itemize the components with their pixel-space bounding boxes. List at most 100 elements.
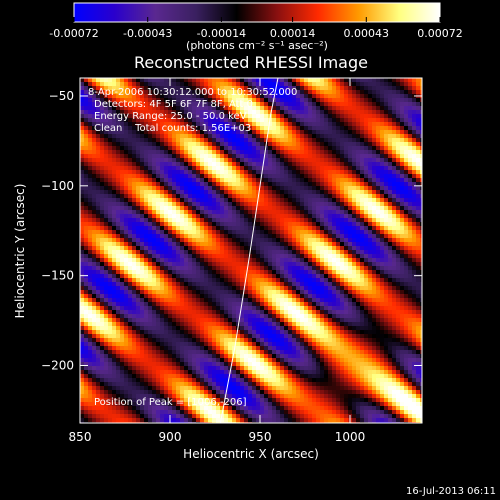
heatmap-cell [176, 194, 181, 199]
heatmap-cell [184, 78, 189, 83]
heatmap-cell [352, 226, 357, 231]
heatmap-cell [320, 306, 325, 311]
heatmap-cell [140, 214, 145, 219]
heatmap-cell [168, 90, 173, 95]
heatmap-cell [408, 98, 413, 103]
heatmap-cell [84, 198, 89, 203]
heatmap-cell [216, 162, 221, 167]
heatmap-cell [236, 294, 241, 299]
heatmap-cell [296, 278, 301, 283]
heatmap-cell [120, 286, 125, 291]
heatmap-cell [284, 150, 289, 155]
heatmap-cell [352, 246, 357, 251]
heatmap-cell [364, 214, 369, 219]
heatmap-cell [84, 122, 89, 127]
heatmap-cell [144, 274, 149, 279]
heatmap-cell [252, 158, 257, 163]
heatmap-cell [152, 174, 157, 179]
heatmap-cell [344, 206, 349, 211]
heatmap-cell [284, 218, 289, 223]
heatmap-cell [176, 166, 181, 171]
heatmap-cell [220, 190, 225, 195]
heatmap-cell [176, 138, 181, 143]
heatmap-cell [220, 138, 225, 143]
heatmap-cell [224, 230, 229, 235]
heatmap-cell [292, 218, 297, 223]
heatmap-cell [276, 234, 281, 239]
heatmap-cell [292, 298, 297, 303]
heatmap-cell [272, 266, 277, 271]
heatmap-cell [104, 162, 109, 167]
heatmap-cell [184, 302, 189, 307]
heatmap-cell [108, 302, 113, 307]
heatmap-cell [280, 198, 285, 203]
heatmap-cell [160, 194, 165, 199]
heatmap-cell [164, 166, 169, 171]
heatmap-cell [356, 258, 361, 263]
heatmap-cell [348, 158, 353, 163]
heatmap-cell [184, 94, 189, 99]
heatmap-cell [116, 162, 121, 167]
heatmap-cell [320, 86, 325, 91]
heatmap-cell [420, 282, 422, 287]
heatmap-cell [292, 106, 297, 111]
heatmap-cell [168, 122, 173, 127]
heatmap-cell [220, 166, 225, 171]
heatmap-cell [124, 238, 129, 243]
heatmap-cell [120, 138, 125, 143]
heatmap-cell [396, 202, 401, 207]
heatmap-cell [272, 202, 277, 207]
heatmap-cell [144, 270, 149, 275]
heatmap-cell [420, 162, 422, 167]
heatmap-cell [360, 126, 365, 131]
heatmap-cell [420, 218, 422, 223]
heatmap-cell [116, 294, 121, 299]
heatmap-cell [80, 198, 85, 203]
heatmap-cell [348, 198, 353, 203]
heatmap-cell [176, 182, 181, 187]
heatmap-cell [128, 146, 133, 151]
heatmap-cell [128, 222, 133, 227]
heatmap-cell [88, 130, 93, 135]
heatmap-cell [404, 150, 409, 155]
heatmap-cell [236, 230, 241, 235]
heatmap-cell [208, 170, 213, 175]
heatmap-cell [228, 218, 233, 223]
heatmap-cell [328, 214, 333, 219]
heatmap-cell [304, 190, 309, 195]
heatmap-cell [164, 78, 169, 83]
heatmap-cell [112, 270, 117, 275]
heatmap-cell [296, 86, 301, 91]
heatmap-cell [180, 82, 185, 87]
heatmap-cell [344, 210, 349, 215]
heatmap-cell [132, 150, 137, 155]
heatmap-cell [148, 278, 153, 283]
heatmap-cell [128, 98, 133, 103]
heatmap-cell [176, 122, 181, 127]
heatmap-cell [260, 198, 265, 203]
heatmap-cell [168, 110, 173, 115]
heatmap-cell [284, 294, 289, 299]
heatmap-cell [320, 270, 325, 275]
heatmap-cell [332, 170, 337, 175]
heatmap-cell [300, 294, 305, 299]
heatmap-cell [188, 270, 193, 275]
heatmap-cell [104, 182, 109, 187]
heatmap-cell [160, 178, 165, 183]
heatmap-cell [216, 234, 221, 239]
heatmap-cell [108, 202, 113, 207]
heatmap-cell [220, 210, 225, 215]
heatmap-cell [356, 194, 361, 199]
heatmap-cell [364, 258, 369, 263]
heatmap-cell [116, 146, 121, 151]
heatmap-cell [180, 114, 185, 119]
heatmap-cell [176, 170, 181, 175]
heatmap-cell [188, 98, 193, 103]
heatmap-cell [136, 270, 141, 275]
heatmap-cell [160, 278, 165, 283]
heatmap-cell [88, 274, 93, 279]
heatmap-cell [144, 166, 149, 171]
heatmap-cell [188, 298, 193, 303]
heatmap-cell [344, 294, 349, 299]
heatmap-cell [304, 214, 309, 219]
